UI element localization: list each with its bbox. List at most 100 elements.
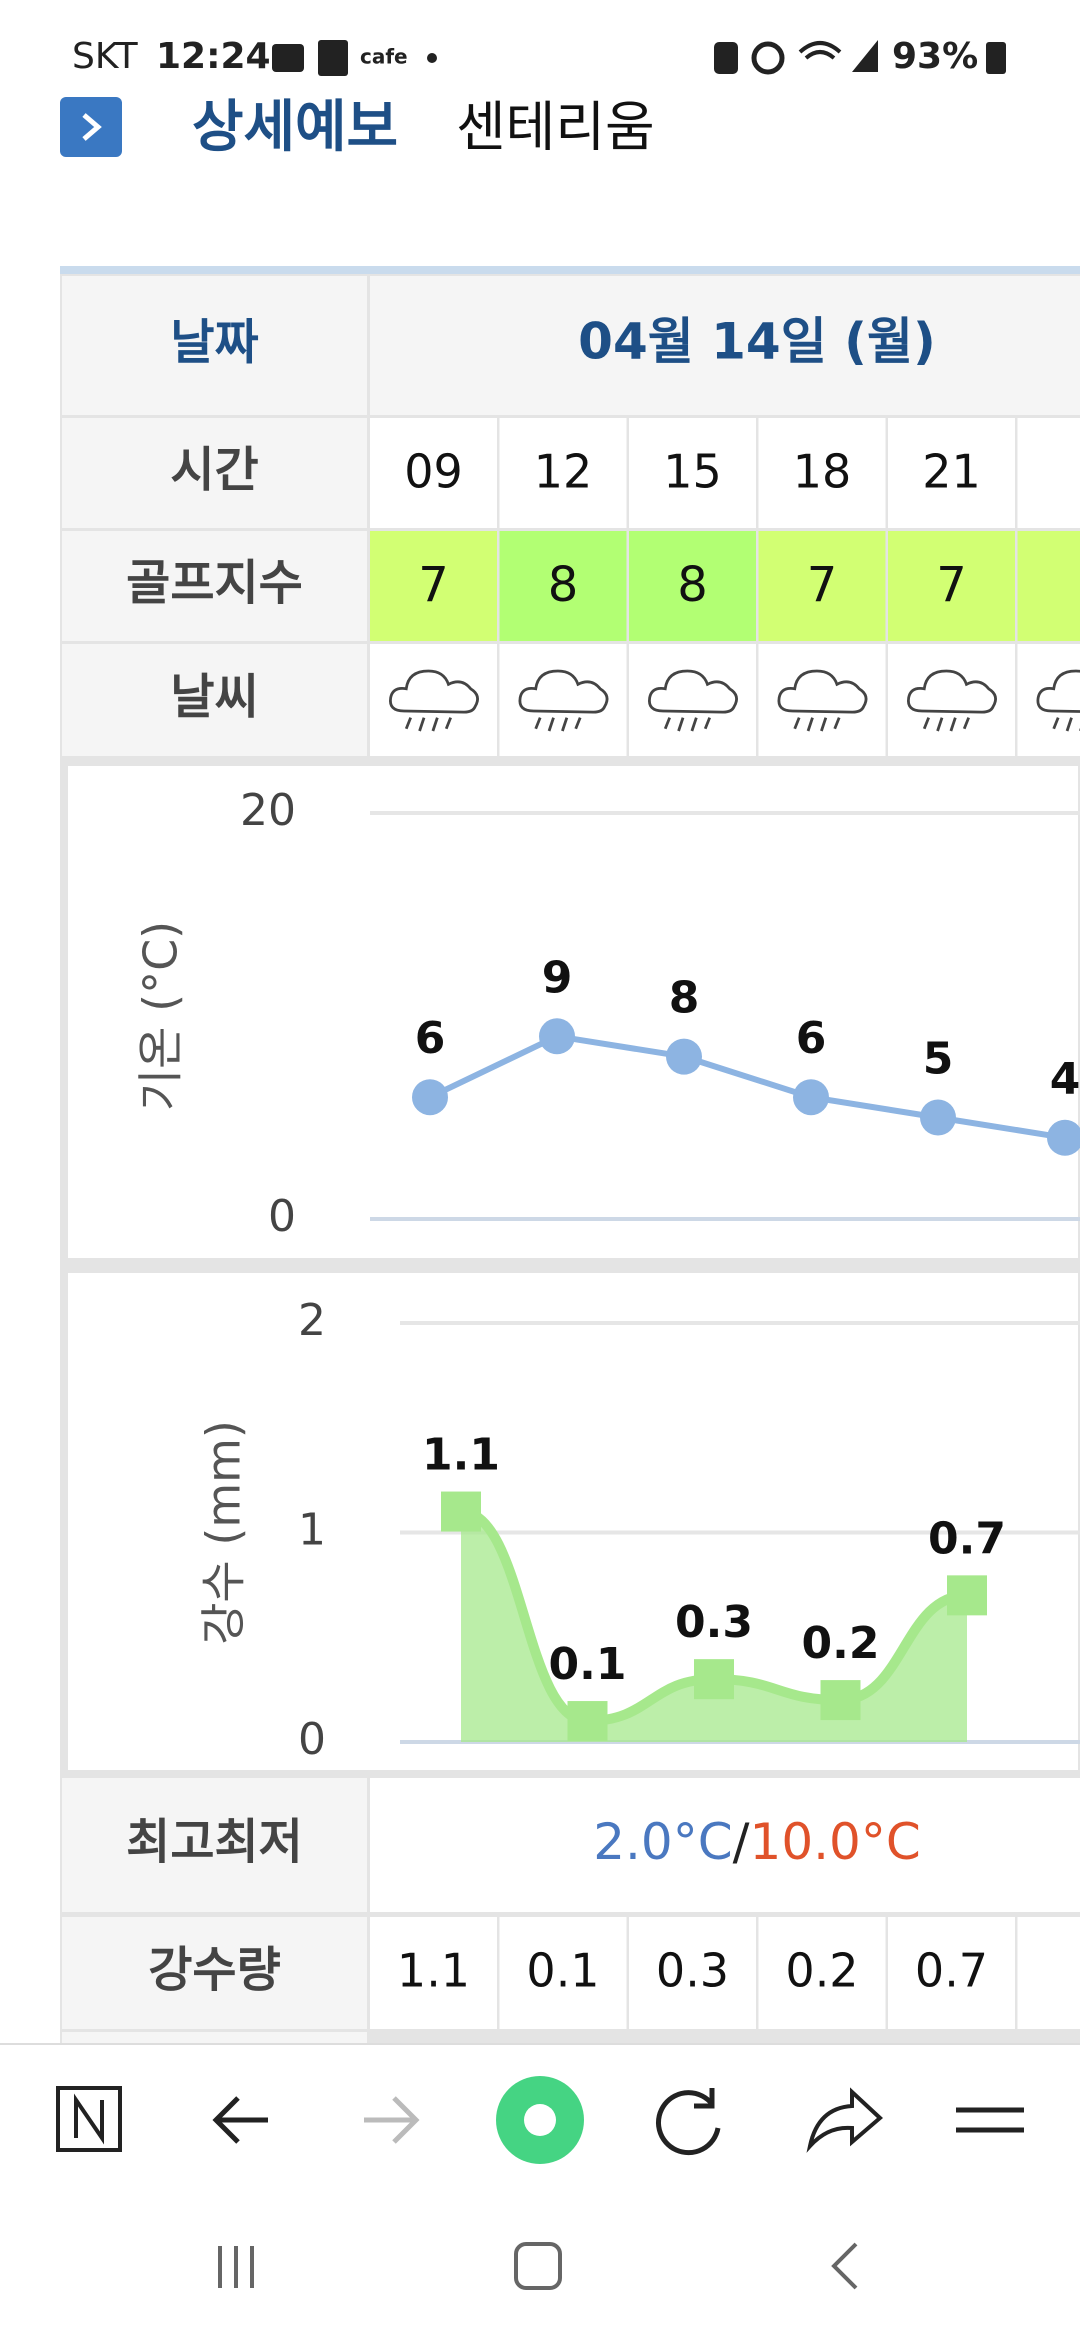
label-cell bbox=[62, 531, 367, 641]
cell-text: 15 bbox=[663, 445, 722, 499]
row-label: 날씨 bbox=[170, 669, 258, 725]
carrier: SKT bbox=[72, 36, 139, 77]
header-icon[interactable] bbox=[60, 97, 122, 157]
cell-text: 7 bbox=[936, 557, 967, 613]
status-icon bbox=[714, 42, 738, 74]
cell-text: 18 bbox=[793, 445, 852, 499]
precip-point bbox=[694, 1659, 734, 1700]
date-cell bbox=[370, 276, 1080, 415]
precip-cell bbox=[888, 1917, 1015, 2029]
minmax-part: / bbox=[733, 1813, 750, 1871]
minmax-part: 2.0°C bbox=[593, 1813, 732, 1871]
nav-refresh[interactable] bbox=[656, 2088, 721, 2156]
golf-cell bbox=[1017, 531, 1080, 641]
value-label: 0.3 bbox=[675, 1597, 753, 1648]
precip-cell bbox=[758, 1917, 886, 2029]
temp-point bbox=[666, 1038, 702, 1075]
header-location: 센테리움 bbox=[456, 96, 655, 159]
time-cell bbox=[629, 418, 756, 528]
golf-cell bbox=[629, 531, 756, 641]
y-axis-title: 기온 (°C) bbox=[134, 921, 188, 1111]
precip-cell bbox=[629, 1917, 756, 2029]
nav-share[interactable] bbox=[806, 2087, 884, 2153]
cell-text: 12 bbox=[534, 445, 593, 499]
minmax-cell bbox=[370, 1778, 1080, 1912]
temp-point bbox=[920, 1099, 956, 1136]
value-label: 9 bbox=[542, 952, 573, 1003]
chart-panel bbox=[64, 762, 1080, 1262]
precip-cell bbox=[370, 1917, 497, 2029]
value-label: 4 bbox=[1050, 1054, 1080, 1105]
cell-text: 7 bbox=[807, 557, 838, 613]
y-tick-label: 20 bbox=[240, 785, 296, 836]
y-tick-label: 2 bbox=[298, 1295, 326, 1346]
golf-cell bbox=[499, 531, 627, 641]
minmax: 2.0°C/10.0°C bbox=[593, 1813, 921, 1871]
row-label: 골프지수 bbox=[126, 555, 303, 611]
cell-text: 0.7 bbox=[915, 1944, 988, 1998]
minmax-part: 10.0°C bbox=[750, 1813, 921, 1871]
temp-point bbox=[1047, 1119, 1080, 1156]
time-cell bbox=[499, 418, 627, 528]
cell-text: 8 bbox=[548, 557, 579, 613]
wifi-icon bbox=[798, 41, 842, 60]
sys-back[interactable] bbox=[831, 2242, 858, 2290]
value-label: 0.7 bbox=[928, 1513, 1006, 1564]
charts: 0 20 기온 (°C) 6 9 8 6 5 4 0 1 2 강수 (mm) 1.1 0.1 0.3 0.2 0.… bbox=[64, 762, 1080, 1774]
nav-menu[interactable] bbox=[956, 2107, 1024, 2133]
label-cell bbox=[62, 1778, 367, 1912]
value-label: 1.1 bbox=[422, 1430, 500, 1481]
cell-text: 1.1 bbox=[397, 1944, 470, 1998]
battery-icon bbox=[986, 42, 1006, 74]
nav-back[interactable] bbox=[212, 2096, 268, 2144]
nav-home-dot bbox=[524, 2104, 556, 2136]
row-label: 최고최저 bbox=[126, 1814, 303, 1870]
temp-line bbox=[428, 1033, 1066, 1141]
precip-cell bbox=[1017, 1917, 1080, 2029]
sys-recent[interactable] bbox=[218, 2246, 254, 2288]
precip-point bbox=[567, 1701, 608, 1742]
header-icon-arrow bbox=[82, 113, 102, 141]
nav-forward[interactable] bbox=[364, 2096, 420, 2144]
time-cell bbox=[1017, 418, 1080, 528]
label-cell bbox=[62, 1917, 367, 2029]
cell-text: 09 bbox=[404, 445, 463, 499]
date: 04월 14일 (월) bbox=[578, 313, 936, 371]
value-label: 6 bbox=[415, 1013, 446, 1064]
time-cell bbox=[888, 418, 1015, 528]
value-label: 0.1 bbox=[549, 1639, 627, 1690]
sys-home[interactable] bbox=[514, 2242, 562, 2290]
temp-point bbox=[412, 1079, 448, 1116]
cell-text: 0.1 bbox=[526, 1944, 599, 1998]
precip-point bbox=[947, 1575, 987, 1616]
gallery-icon bbox=[272, 44, 304, 72]
golf-cell bbox=[758, 531, 886, 641]
precip-point bbox=[820, 1680, 861, 1721]
y-tick-label: 0 bbox=[268, 1191, 296, 1242]
precip-cell bbox=[499, 1917, 627, 2029]
y-axis-title: 강수 (mm) bbox=[197, 1420, 251, 1645]
battery-text: 93% bbox=[892, 36, 978, 77]
cell-text: 8 bbox=[677, 557, 708, 613]
cell-text: 0.2 bbox=[785, 1944, 858, 1998]
label-cell bbox=[62, 2032, 367, 2044]
nav-n-letter bbox=[74, 2093, 104, 2145]
dot-icon bbox=[427, 53, 437, 63]
precip-point bbox=[441, 1491, 481, 1532]
nav-n-button[interactable] bbox=[56, 2086, 122, 2152]
y-tick-label: 0 bbox=[298, 1714, 326, 1765]
label-cell bbox=[62, 644, 367, 756]
row-label: 시간 bbox=[170, 442, 258, 498]
header-title: 상세예보 bbox=[192, 95, 398, 160]
time-cell bbox=[758, 418, 886, 528]
cell-text: 7 bbox=[418, 557, 449, 613]
golf-cell bbox=[888, 531, 1015, 641]
value-label: 0.2 bbox=[802, 1618, 880, 1669]
label-cell bbox=[62, 418, 367, 528]
temp-point bbox=[539, 1018, 575, 1055]
golf-cell bbox=[370, 531, 497, 641]
clock: 12:24 bbox=[156, 36, 271, 77]
value-label: 8 bbox=[669, 973, 700, 1024]
value-label: 6 bbox=[796, 1013, 827, 1064]
